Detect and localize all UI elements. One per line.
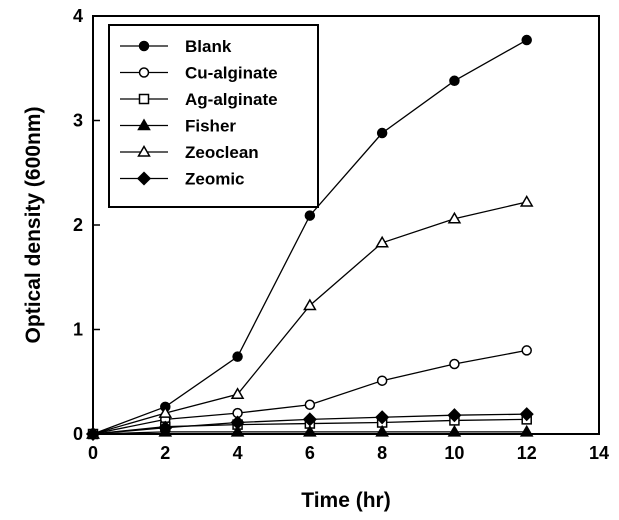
data-point	[447, 211, 462, 224]
series-layer	[85, 34, 534, 442]
series-zeomic	[85, 407, 534, 442]
legend-label: Zeoclean	[185, 143, 259, 162]
y-tick-label: 0	[73, 424, 83, 444]
y-axis-title: Optical density (600nm)	[22, 107, 45, 344]
legend-label: Cu-alginate	[185, 64, 278, 83]
legend-marker	[136, 171, 152, 186]
data-point	[521, 345, 532, 356]
data-point	[447, 424, 462, 437]
legend-marker	[137, 145, 151, 157]
x-tick-label: 0	[88, 443, 98, 463]
y-tick-label: 3	[73, 111, 83, 131]
legend-label: Blank	[185, 37, 232, 56]
y-tick-label: 2	[73, 215, 83, 235]
data-point	[375, 235, 389, 248]
legend: Blank Cu-alginate Ag-alginate Fisher Zeoclea…	[108, 24, 319, 208]
legend-entry: Zeoclean	[120, 143, 259, 162]
y-tick-label: 1	[73, 320, 83, 340]
data-point	[230, 424, 245, 437]
x-tick-label: 10	[444, 443, 464, 463]
x-tick-label: 14	[589, 443, 609, 463]
data-point	[447, 408, 462, 423]
x-axis-title: Time (hr)	[301, 489, 390, 512]
legend-marker	[138, 40, 150, 52]
y-tick-label: 4	[73, 6, 83, 26]
data-point	[449, 358, 460, 370]
legend-label: Zeomic	[185, 170, 245, 189]
legend-marker	[138, 93, 150, 105]
legend-marker	[138, 67, 150, 78]
data-point	[303, 298, 317, 311]
y-axis: 0 1 2 3 4	[73, 6, 100, 444]
legend-entry: Cu-alginate	[120, 64, 278, 83]
x-tick-label: 6	[305, 443, 315, 463]
data-point	[521, 34, 532, 46]
data-point	[230, 415, 245, 430]
x-tick-label: 8	[377, 443, 387, 463]
data-point	[230, 387, 245, 400]
data-point	[449, 75, 460, 87]
legend-entry: Zeomic	[120, 170, 245, 189]
legend-marker	[137, 118, 151, 131]
data-point	[375, 410, 390, 425]
data-point	[232, 351, 243, 362]
legend-entry: Blank	[120, 37, 232, 56]
data-point	[519, 407, 534, 422]
data-point	[519, 424, 534, 437]
data-point	[85, 426, 101, 442]
data-point	[376, 127, 388, 139]
legend-entry: Ag-alginate	[120, 90, 278, 109]
x-tick-label: 4	[233, 443, 243, 463]
data-point	[376, 375, 388, 386]
data-point	[375, 424, 389, 437]
legend-entry: Fisher	[120, 117, 236, 136]
data-point	[303, 424, 317, 437]
legend-label: Ag-alginate	[185, 90, 278, 109]
series-line	[92, 201, 527, 435]
data-point	[158, 406, 173, 418]
data-point	[302, 412, 317, 427]
data-point	[304, 399, 316, 410]
data-point	[519, 195, 534, 207]
legend-label: Fisher	[185, 117, 236, 136]
x-tick-label: 2	[160, 443, 170, 463]
x-tick-label: 12	[517, 443, 537, 463]
data-point	[304, 210, 316, 221]
data-point	[158, 420, 173, 435]
